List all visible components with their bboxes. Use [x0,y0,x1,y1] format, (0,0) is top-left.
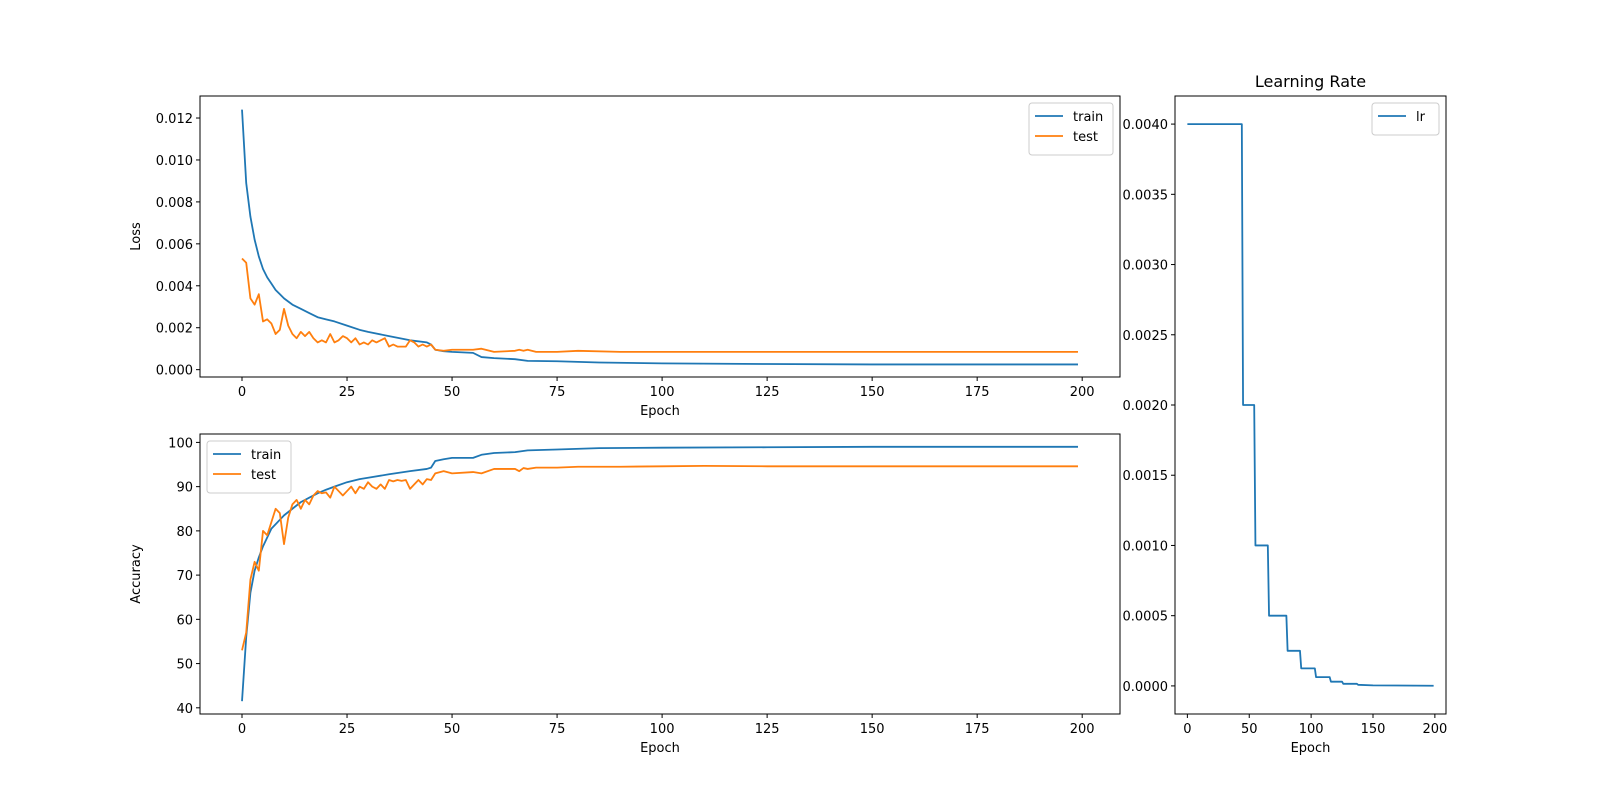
loss-y-tick-label: 0.000 [156,364,193,379]
loss-x-tick-label: 75 [549,385,566,400]
accuracy-legend: train test [206,440,292,494]
loss-y-tick-label: 0.008 [156,196,193,211]
lr-y-tick-label: 0.0030 [1123,259,1169,274]
accuracy-y-tick-label: 50 [176,658,193,673]
accuracy-plot: 0 25 50 75 100 125 150 175 200 40 50 60 70 80 90 100 Epo… [129,433,1121,756]
lr-y-tick-label: 0.0040 [1123,118,1169,133]
accuracy-y-tick-label: 70 [176,569,193,584]
accuracy-y-tick-label: 40 [176,702,193,717]
loss-y-tick-label: 0.010 [156,154,193,169]
accuracy-y-tick-label: 100 [168,436,193,451]
accuracy-x-axis-label: Epoch [640,741,680,756]
accuracy-x-tick-label: 150 [860,722,885,737]
accuracy-legend-label-train: train [251,448,281,463]
accuracy-x-tick-label: 50 [444,722,461,737]
lr-x-tick-label: 150 [1361,722,1386,737]
loss-axes-frame [199,95,1121,378]
loss-x-tick-label: 25 [339,385,356,400]
accuracy-x-tick-label: 75 [549,722,566,737]
lr-x-axis-label: Epoch [1291,741,1331,756]
accuracy-x-tick-label: 0 [238,722,246,737]
accuracy-legend-label-test: test [251,468,276,483]
lr-y-tick-label: 0.0015 [1123,469,1169,484]
loss-x-tick-label: 175 [965,385,990,400]
loss-x-tick-label: 125 [755,385,780,400]
loss-x-axis-label: Epoch [640,404,680,419]
loss-x-tick-label: 200 [1070,385,1095,400]
accuracy-x-tick-label: 25 [339,722,356,737]
lr-legend-label-lr: lr [1416,110,1426,125]
lr-x-tick-label: 200 [1422,722,1447,737]
lr-series-lr-line [1187,123,1434,687]
loss-y-axis-label: Loss [129,222,144,251]
accuracy-series-train-line [241,445,1078,702]
loss-x-tick-label: 100 [650,385,675,400]
lr-x-tick-label: 0 [1183,722,1191,737]
loss-series-train-line [241,109,1078,366]
loss-y-tick-label: 0.006 [156,238,193,253]
accuracy-y-tick-label: 80 [176,525,193,540]
accuracy-y-tick-label: 90 [176,481,193,496]
lr-y-tick-label: 0.0020 [1123,399,1169,414]
lr-x-tick-label: 50 [1241,722,1258,737]
learning-rate-plot: 0 50 100 150 200 0.0000 0.0005 0.0010 0.0015 0.00… [1123,72,1448,756]
lr-y-tick-label: 0.0010 [1123,539,1169,554]
lr-y-tick-label: 0.0025 [1123,329,1169,344]
loss-x-tick-label: 50 [444,385,461,400]
loss-legend: train test [1028,102,1114,156]
lr-axes-frame [1174,95,1447,715]
lr-y-tick-label: 0.0005 [1123,610,1169,625]
lr-x-tick-label: 100 [1299,722,1324,737]
loss-x-tick-label: 150 [860,385,885,400]
accuracy-x-tick-label: 125 [755,722,780,737]
lr-chart-title: Learning Rate [1255,72,1366,91]
lr-y-tick-label: 0.0035 [1123,188,1169,203]
accuracy-x-tick-label: 200 [1070,722,1095,737]
loss-y-tick-label: 0.004 [156,280,193,295]
accuracy-y-tick-label: 60 [176,613,193,628]
loss-plot: 0 25 50 75 100 125 150 175 200 0.000 0.002 0.004 0.0… [129,95,1121,419]
lr-y-tick-label: 0.0000 [1123,680,1169,695]
accuracy-y-axis-label: Accuracy [129,544,144,604]
accuracy-axes-frame [199,433,1121,715]
loss-legend-label-test: test [1073,130,1098,145]
loss-y-tick-label: 0.002 [156,322,193,337]
accuracy-x-tick-label: 100 [650,722,675,737]
accuracy-x-tick-label: 175 [965,722,990,737]
loss-series-test-line [241,257,1078,353]
lr-legend-box [1371,102,1440,136]
lr-legend: lr [1371,102,1440,136]
loss-y-tick-label: 0.012 [156,112,193,127]
loss-x-tick-label: 0 [238,385,246,400]
accuracy-series-test-line [241,464,1078,651]
loss-legend-label-train: train [1073,110,1103,125]
